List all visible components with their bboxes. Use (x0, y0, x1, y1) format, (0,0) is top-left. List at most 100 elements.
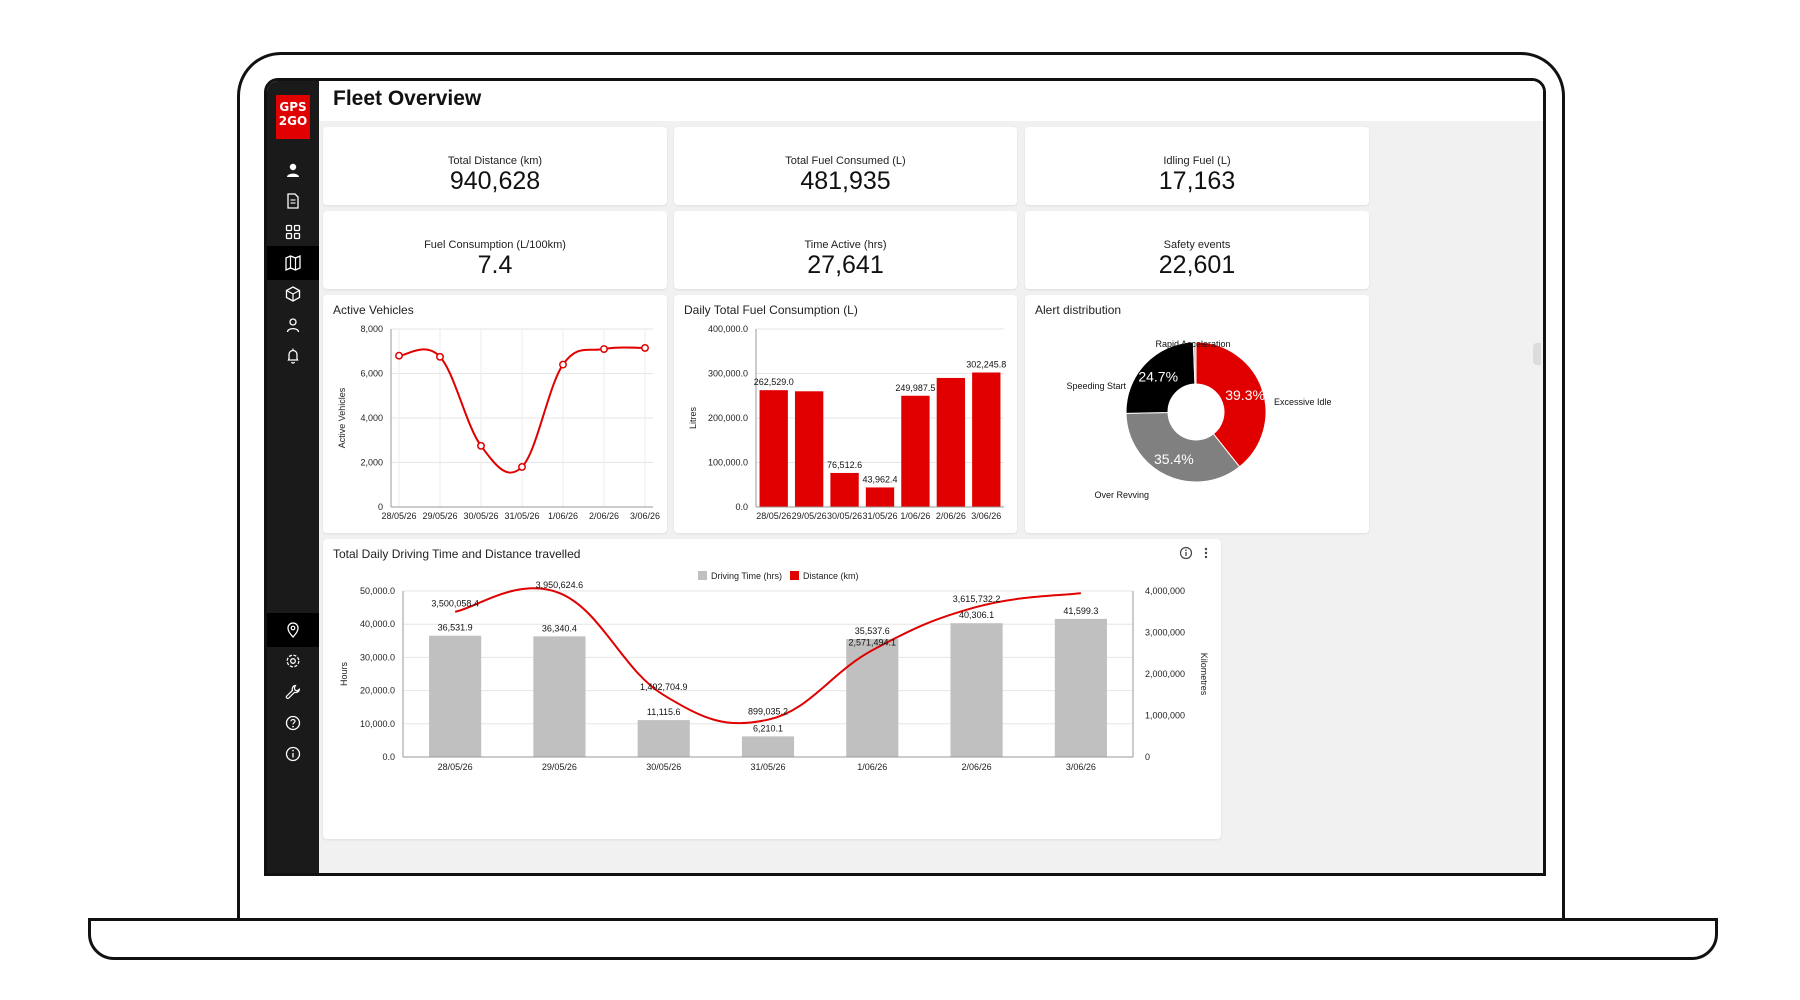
sidebar-item-bell[interactable] (267, 339, 319, 373)
kpi-label: Safety events (1163, 239, 1231, 251)
page-title: Fleet Overview (333, 87, 482, 110)
person-outline-icon (286, 318, 300, 333)
y-tick-label: 0.0 (382, 752, 395, 762)
slice-percent-label: 39.3% (1225, 387, 1265, 403)
line-data-label: 3,615,732.2 (953, 594, 1001, 604)
sidebar-item-document[interactable] (267, 184, 319, 218)
chart-title: Active Vehicles (333, 303, 414, 317)
sidebar-item-user[interactable] (267, 153, 319, 187)
x-tick-label: 28/05/26 (438, 762, 473, 772)
kpi-label: Fuel Consumption (L/100km) (424, 239, 566, 251)
sidebar-item-package[interactable] (267, 277, 319, 311)
y-axis-label: Litres (688, 407, 698, 430)
driving-time-distance-card: Total Daily Driving Time and Distance tr… (323, 539, 1221, 839)
sidebar-item-help[interactable] (267, 706, 319, 740)
sidebar-item-wrench[interactable] (267, 675, 319, 709)
y-tick-label: 200,000.0 (708, 413, 748, 423)
active-vehicles-card: Active Vehicles 0 2,000 4,000 6,000 8,000 28/… (323, 295, 667, 533)
laptop-base (88, 918, 1718, 960)
data-point (559, 360, 567, 369)
y-axis-label: Hours (339, 662, 349, 687)
alert-distribution-card: Alert distribution 39.3% Excessive Idle 35… (1025, 295, 1369, 533)
x-tick-label: 3/06/26 (1066, 762, 1096, 772)
data-point (436, 352, 444, 361)
pie-slice (1195, 341, 1267, 468)
fuel-bar (830, 472, 859, 507)
x-tick-label: 29/05/26 (422, 511, 457, 521)
kpi-card-fuel-consumption: Fuel Consumption (L/100km) 7.4 (323, 211, 667, 289)
settings-gear-icon (286, 654, 300, 668)
legend-label: Driving Time (hrs) (711, 571, 782, 581)
line-data-label: 899,035.2 (748, 707, 788, 717)
fuel-bar (794, 391, 824, 507)
kpi-value: 481,935 (800, 167, 891, 195)
sidebar-item-info[interactable] (267, 737, 319, 771)
kpi-card-idling-fuel: Idling Fuel (L) 17,163 (1025, 127, 1369, 205)
line-data-label: 3,500,058.4 (431, 599, 479, 609)
legend-swatch-distance (790, 571, 799, 580)
bar-data-label: 11,115.6 (647, 707, 681, 717)
legend-swatch-driving-time (698, 571, 707, 580)
x-tick-label: 30/05/26 (463, 511, 498, 521)
driving-time-bar (429, 635, 482, 757)
more-options-icon[interactable] (1201, 546, 1211, 560)
driving-time-bar (741, 736, 795, 757)
x-tick-label: 1/06/26 (548, 511, 578, 521)
x-tick-label: 1/06/26 (900, 511, 930, 521)
map-icon (285, 254, 301, 272)
fuel-bar (865, 487, 895, 507)
kpi-card-safety-events: Safety events 22,601 (1025, 211, 1369, 289)
slice-category-label: Rapid Acceleration (1155, 339, 1230, 349)
y2-tick-label: 3,000,000 (1145, 628, 1185, 638)
info-icon[interactable] (1179, 546, 1193, 560)
active-vehicles-chart: 0 2,000 4,000 6,000 8,000 28/05/26 29/05/26 30/… (337, 324, 660, 521)
wrench-icon (285, 684, 300, 699)
bar-data-label: 262,529.0 (754, 377, 794, 387)
line-data-label: 1,492,704.9 (640, 682, 688, 692)
y2-tick-label: 1,000,000 (1145, 711, 1185, 721)
bar-data-label: 249,987.5 (895, 383, 935, 393)
x-tick-label: 3/06/26 (971, 511, 1001, 521)
kpi-card-total-distance: Total Distance (km) 940,628 (323, 127, 667, 205)
legend-label: Distance (km) (803, 571, 859, 581)
driving-time-bar (533, 636, 586, 757)
kpi-label: Idling Fuel (L) (1163, 155, 1231, 167)
sidebar-item-location-pin[interactable] (267, 613, 319, 647)
x-tick-label: 2/06/26 (589, 511, 619, 521)
fuel-bar (936, 377, 966, 507)
y2-tick-label: 2,000,000 (1145, 669, 1185, 679)
y-tick-label: 300,000.0 (708, 369, 748, 379)
data-point (518, 463, 526, 471)
sidebar-item-map[interactable] (267, 246, 319, 280)
laptop-lid (237, 52, 1565, 924)
y-tick-label: 50,000.0 (360, 586, 395, 596)
sidebar-item-dashboard-grid[interactable] (267, 215, 319, 249)
distance-line (454, 587, 1081, 725)
slice-percent-label: 24.7% (1138, 368, 1178, 384)
line-data-label: 3,950,624.6 (536, 580, 584, 590)
driving-time-bar (950, 623, 1003, 757)
fuel-bar (901, 395, 930, 507)
driving-time-bar (637, 720, 690, 757)
x-tick-label: 29/05/26 (542, 762, 577, 772)
pie-slice (1125, 341, 1196, 414)
bar-data-label: 43,962.4 (862, 474, 897, 484)
sidebar-item-settings-gear[interactable] (267, 644, 319, 678)
sidebar: GPS 2GO (267, 81, 319, 873)
bar-data-label: 35,537.6 (855, 626, 890, 636)
kpi-value: 17,163 (1158, 167, 1236, 195)
sidebar-item-person-outline[interactable] (267, 308, 319, 342)
y-tick-label: 20,000.0 (360, 686, 395, 696)
help-icon (285, 715, 301, 731)
y-tick-label: 6,000 (360, 369, 383, 379)
user-icon (287, 163, 299, 177)
y-tick-label: 8,000 (360, 324, 383, 334)
fuel-consumption-card: Daily Total Fuel Consumption (L) 0.0 100,… (674, 295, 1017, 533)
title-bar (319, 81, 1543, 121)
y-tick-label: 400,000.0 (708, 324, 748, 334)
bar-data-label: 76,512.6 (827, 460, 862, 470)
side-panel-handle[interactable] (1533, 343, 1541, 365)
location-pin-icon (287, 622, 299, 638)
brand-logo[interactable]: GPS 2GO (276, 95, 310, 139)
x-tick-label: 30/05/26 (827, 511, 862, 521)
